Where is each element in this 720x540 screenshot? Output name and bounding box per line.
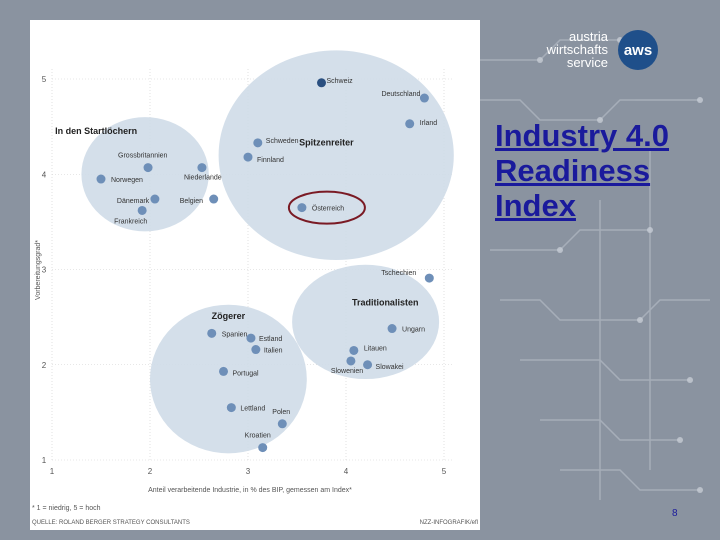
chart-panel: Spitzenreiter In den Startlöchern Traditio… [30,20,480,530]
data-point [387,324,397,334]
data-point [349,345,359,355]
cluster-label: Spitzenreiter [299,138,354,148]
point-label: Slowakei [376,364,404,371]
point-label: Norwegen [111,177,143,184]
data-point [253,138,263,148]
point-label: Belgien [180,198,203,205]
y-tick-label: 4 [42,170,47,179]
cluster-bubble [81,117,209,232]
x-tick-label: 3 [246,467,251,476]
source-note: QUELLE: ROLAND BERGER STRATEGY CONSULTAN… [32,520,190,526]
data-point [150,194,160,204]
data-point [317,78,326,88]
y-tick-label: 2 [42,361,47,370]
data-point [219,366,228,376]
point-label: Dänemark [117,198,150,205]
cluster-label: Zögerer [212,311,246,321]
data-point [251,345,261,355]
y-tick-label: 1 [42,456,47,465]
data-point [197,163,207,173]
x-tick-label: 5 [442,467,447,476]
point-label: Portugal [233,370,260,377]
data-point [405,119,415,129]
y-axis-label: Vorbereitungsgrad* [35,240,42,300]
cluster-bubble [150,304,307,454]
logo-line-1: austria [568,29,608,44]
highlight-ring [287,190,366,225]
data-point [207,328,217,338]
point-label: Schweiz [327,78,354,85]
point-label: Frankreich [114,218,147,225]
data-point [277,419,287,429]
data-point [143,163,153,173]
data-point [424,273,434,283]
scatter-chart: Spitzenreiter In den Startlöchern Traditio… [32,50,478,526]
slide-title: Industry 4.0 Readiness Index [495,118,715,223]
data-point [258,443,268,453]
x-tick-label: 1 [50,467,55,476]
point-label: Slowenien [331,368,363,375]
footnote: * 1 = niedrig, 5 = hoch [32,505,101,512]
cluster-label: Traditionalisten [352,298,419,308]
data-point [363,360,373,370]
cluster-bubble [292,264,440,380]
point-label: Ungarn [402,327,425,334]
point-label: Italien [264,348,283,355]
point-label: Österreich [312,205,344,213]
page-number: 8 [672,508,678,519]
data-point [243,152,253,162]
point-label: Lettland [240,406,265,413]
x-tick-label: 2 [148,467,153,476]
x-axis-label: Anteil verarbeitende Industrie, in % des… [148,487,352,494]
logo-line-2: wirtschafts [546,42,608,57]
logo-badge: aws [618,30,658,70]
point-label: Estland [259,336,282,343]
logo-line-3: service [566,55,608,70]
data-point [226,403,236,413]
credit-note: NZZ-INFOGRAFIK/efl [420,520,478,526]
data-point [209,194,219,204]
data-point [297,203,307,213]
point-label: Schweden [266,138,299,145]
point-label: Irland [420,120,438,127]
data-point [96,174,106,184]
title-line-2: Readiness [495,153,651,188]
cluster-bubble [218,50,454,260]
aws-logo: austria wirtschafts service aws [546,29,660,76]
point-label: Niederlande [184,175,222,182]
data-point [346,356,356,366]
data-point [419,93,429,103]
data-point [246,333,256,343]
x-tick-label: 4 [344,467,349,476]
title-line-1: Industry 4.0 [495,118,669,153]
data-point [137,205,147,215]
point-label: Spanien [222,331,248,338]
point-label: Tschechien [381,270,416,277]
point-label: Polen [272,409,290,416]
title-line-3: Index [495,188,576,223]
point-label: Deutschland [381,91,420,98]
point-label: Kroatien [245,433,271,440]
point-label: Finnland [257,157,284,164]
point-label: Litauen [364,345,387,352]
point-label: Grossbritannien [118,153,168,160]
y-tick-label: 3 [42,266,47,275]
y-tick-label: 5 [42,75,47,84]
cluster-label: In den Startlöchern [55,126,137,136]
